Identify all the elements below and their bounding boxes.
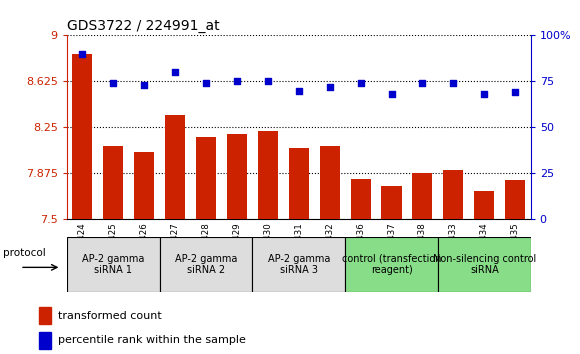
Text: AP-2 gamma
siRNA 1: AP-2 gamma siRNA 1 (82, 254, 144, 275)
Bar (39, 332, 51, 348)
Point (78, 51, 87, 57)
Bar (474, 191, 494, 219)
Bar (412, 173, 433, 219)
Bar (382, 186, 401, 219)
Bar (160, 237, 252, 292)
Bar (39, 307, 51, 324)
Point (263, 79, 273, 84)
Point (232, 79, 241, 84)
Bar (289, 148, 309, 219)
Text: Non-silencing control
siRNA: Non-silencing control siRNA (433, 254, 536, 275)
Bar (320, 146, 340, 219)
Bar (258, 131, 278, 219)
Point (449, 80, 458, 86)
Point (480, 91, 489, 97)
Text: AP-2 gamma
siRNA 3: AP-2 gamma siRNA 3 (267, 254, 330, 275)
Text: percentile rank within the sample: percentile rank within the sample (58, 335, 245, 345)
Bar (505, 180, 525, 219)
Point (201, 80, 211, 86)
Point (108, 80, 118, 86)
Text: AP-2 gamma
siRNA 2: AP-2 gamma siRNA 2 (175, 254, 237, 275)
Bar (196, 137, 216, 219)
Bar (252, 237, 345, 292)
Point (387, 91, 396, 97)
Text: protocol: protocol (3, 247, 46, 258)
Text: GDS3722 / 224991_at: GDS3722 / 224991_at (67, 19, 219, 33)
Point (171, 69, 180, 75)
Point (294, 88, 303, 93)
Text: transformed count: transformed count (58, 310, 161, 321)
Bar (103, 146, 123, 219)
Point (325, 84, 334, 90)
Bar (350, 179, 371, 219)
Bar (227, 133, 247, 219)
Bar (67, 237, 160, 292)
Point (356, 80, 365, 86)
Text: control (transfection
reagent): control (transfection reagent) (342, 254, 441, 275)
Bar (443, 170, 463, 219)
Bar (345, 237, 438, 292)
Bar (438, 237, 531, 292)
Bar (134, 152, 154, 219)
Point (418, 80, 427, 86)
Point (510, 90, 520, 95)
Bar (72, 54, 92, 219)
Bar (165, 115, 185, 219)
Point (139, 82, 148, 88)
